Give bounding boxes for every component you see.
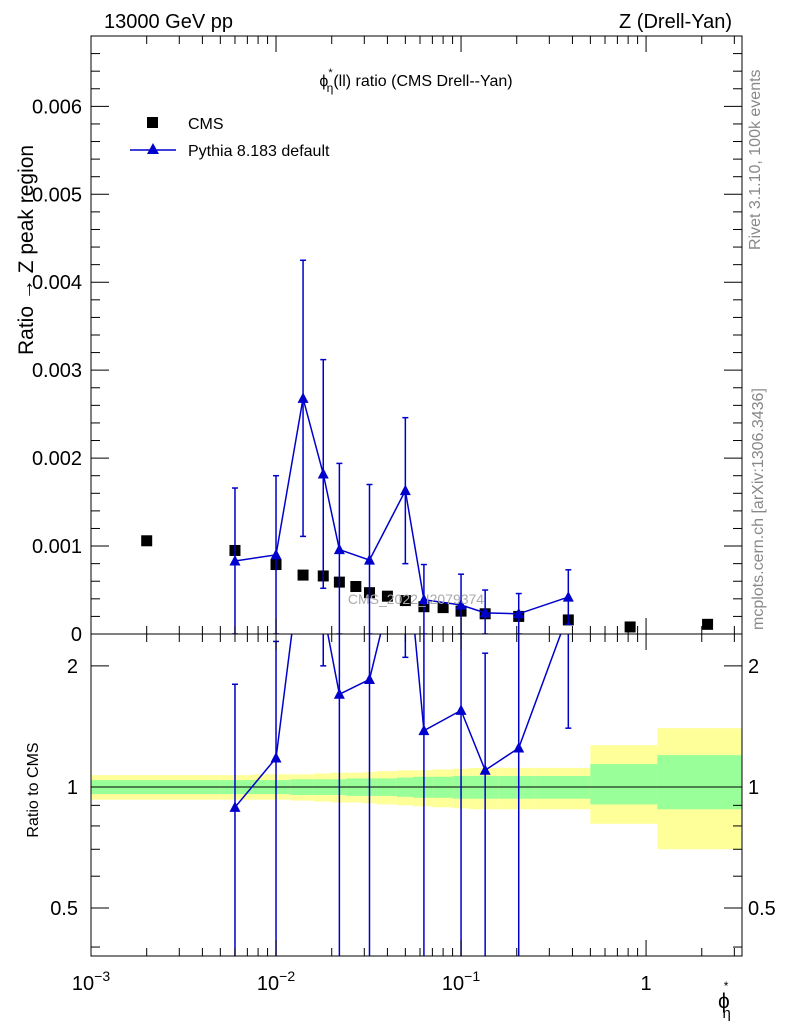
x-tick-label: 10−1 — [442, 968, 480, 995]
ratio-y-tick-label-right: 2 — [748, 656, 759, 678]
ratio-plot-area — [91, 539, 742, 956]
pythia-data-point — [333, 543, 345, 555]
ratio-data-point — [270, 752, 282, 763]
x-tick-label-base: 10 — [442, 973, 464, 995]
pythia-data-point — [399, 484, 411, 496]
ratio-y-tick-label-left: 2 — [67, 656, 78, 678]
pythia-data-point — [363, 554, 375, 565]
ratio-y-tick-label-left: 1 — [67, 777, 78, 799]
x-tick-label-base: 1 — [641, 973, 652, 995]
analysis-watermark: CMS_2022_I2079374 — [348, 591, 484, 607]
title-phi: ϕ — [319, 73, 328, 90]
title-star: * — [328, 67, 333, 79]
legend-pythia-label: Pythia 8.183 default — [188, 143, 330, 160]
legend-pythia-marker — [147, 143, 159, 154]
ratio-line — [234, 634, 562, 808]
pythia-data-point — [562, 591, 574, 602]
main-y-tick-label: 0.005 — [32, 184, 82, 206]
cms-data-point — [297, 569, 309, 581]
main-y-tick-label: 0 — [71, 624, 82, 646]
pythia-data-point — [513, 607, 525, 619]
x-tick-label: 10−2 — [257, 968, 295, 995]
cms-data-point — [399, 595, 411, 607]
ratio-frame — [90, 633, 743, 957]
ratio-data-point — [318, 604, 329, 615]
cms-data-point — [702, 618, 714, 630]
ratio-panel: 10−3 10−2 10−1 10.5 0.51 12 2 Ratio to CMS ϕ* η — [25, 539, 776, 1022]
main-y-tick-label: 0.003 — [32, 360, 82, 382]
header-channel: Z (Drell-Yan) — [619, 11, 732, 33]
cms-data-point — [381, 590, 393, 602]
pythia-data-point — [270, 548, 282, 560]
uncertainty-band-inner — [590, 764, 658, 805]
x-tick-label-exponent: −1 — [464, 968, 480, 984]
legend-cms-marker — [147, 117, 158, 128]
x-axis-label: ϕ* η — [718, 979, 731, 1022]
main-y-tick-label: 0.004 — [32, 272, 82, 294]
ratio-data-point — [363, 673, 375, 684]
legend: CMS Pythia 8.183 default — [130, 116, 330, 160]
title-eta: η — [327, 81, 334, 95]
cms-data-point — [624, 621, 636, 633]
x-tick-label-base: 10 — [257, 973, 279, 995]
ratio-y-tick-label-right: 1 — [748, 777, 759, 799]
ratio-data-point — [455, 704, 467, 715]
x-tick-label-exponent: −3 — [94, 968, 110, 984]
ratio-data-point — [298, 539, 309, 550]
pythia-data-point — [317, 467, 329, 479]
pythia-data-point — [297, 392, 309, 403]
pythia-data-point — [455, 598, 467, 610]
main-y-tick-label: 0.002 — [32, 448, 82, 470]
ratio-y-tick-label-right: 0.5 — [748, 898, 776, 920]
title-rest: (ll) ratio (CMS Drell--Yan) — [333, 73, 512, 90]
cms-data-point — [437, 602, 449, 614]
ratio-axes: 10−3 10−2 10−1 10.5 0.51 12 2 — [50, 634, 776, 995]
pythia-data-point — [418, 593, 430, 605]
main-plot-area — [141, 259, 714, 634]
ratio-data-point — [333, 688, 345, 699]
main-y-tick-label: 0.006 — [32, 96, 82, 118]
x-tick-label: 1 — [641, 973, 652, 995]
ratio-y-tick-label-left: 0.5 — [50, 898, 78, 920]
xlabel-eta: η — [722, 1005, 730, 1022]
x-tick-label-base: 10 — [72, 973, 94, 995]
mcplots-source-label: mcplots.cern.ch [arXiv:1306.3436] — [750, 388, 767, 630]
main-axes: 0 0.001 0.002 0.003 0.004 0.005 0.006 — [32, 35, 742, 646]
main-y-tick-label: 0.001 — [32, 536, 82, 558]
x-tick-label-exponent: −2 — [279, 968, 295, 984]
main-plot-title: ϕ* η(ll) ratio (CMS Drell--Yan) — [319, 67, 512, 95]
pythia-data-point — [479, 606, 491, 618]
pythia-line — [234, 398, 569, 615]
main-panel: 0 0.001 0.002 0.003 0.004 0.005 0.006 ϕ* η(ll) … — [15, 35, 743, 646]
pythia-data-point — [229, 555, 241, 566]
cms-data-point — [350, 581, 362, 593]
ratio-data-point — [513, 741, 525, 753]
legend-cms-label: CMS — [188, 116, 224, 133]
uncertainty-band-inner — [657, 755, 742, 810]
xlabel-phi: ϕ — [718, 990, 730, 1013]
ratio-data-point — [229, 801, 241, 812]
cms-data-point — [141, 535, 153, 547]
ratio-y-axis-label: Ratio to CMS — [25, 742, 42, 837]
xlabel-star: * — [724, 979, 729, 993]
x-tick-label: 10−3 — [72, 968, 110, 995]
header-process: 13000 GeV pp — [104, 11, 233, 33]
ratio-data-point — [418, 724, 430, 736]
ratio-data-point — [479, 764, 491, 775]
rivet-version-label: Rivet 3.1.10, 100k events — [747, 69, 764, 250]
main-y-axis-label: Ratio → Z peak region — [15, 145, 38, 355]
